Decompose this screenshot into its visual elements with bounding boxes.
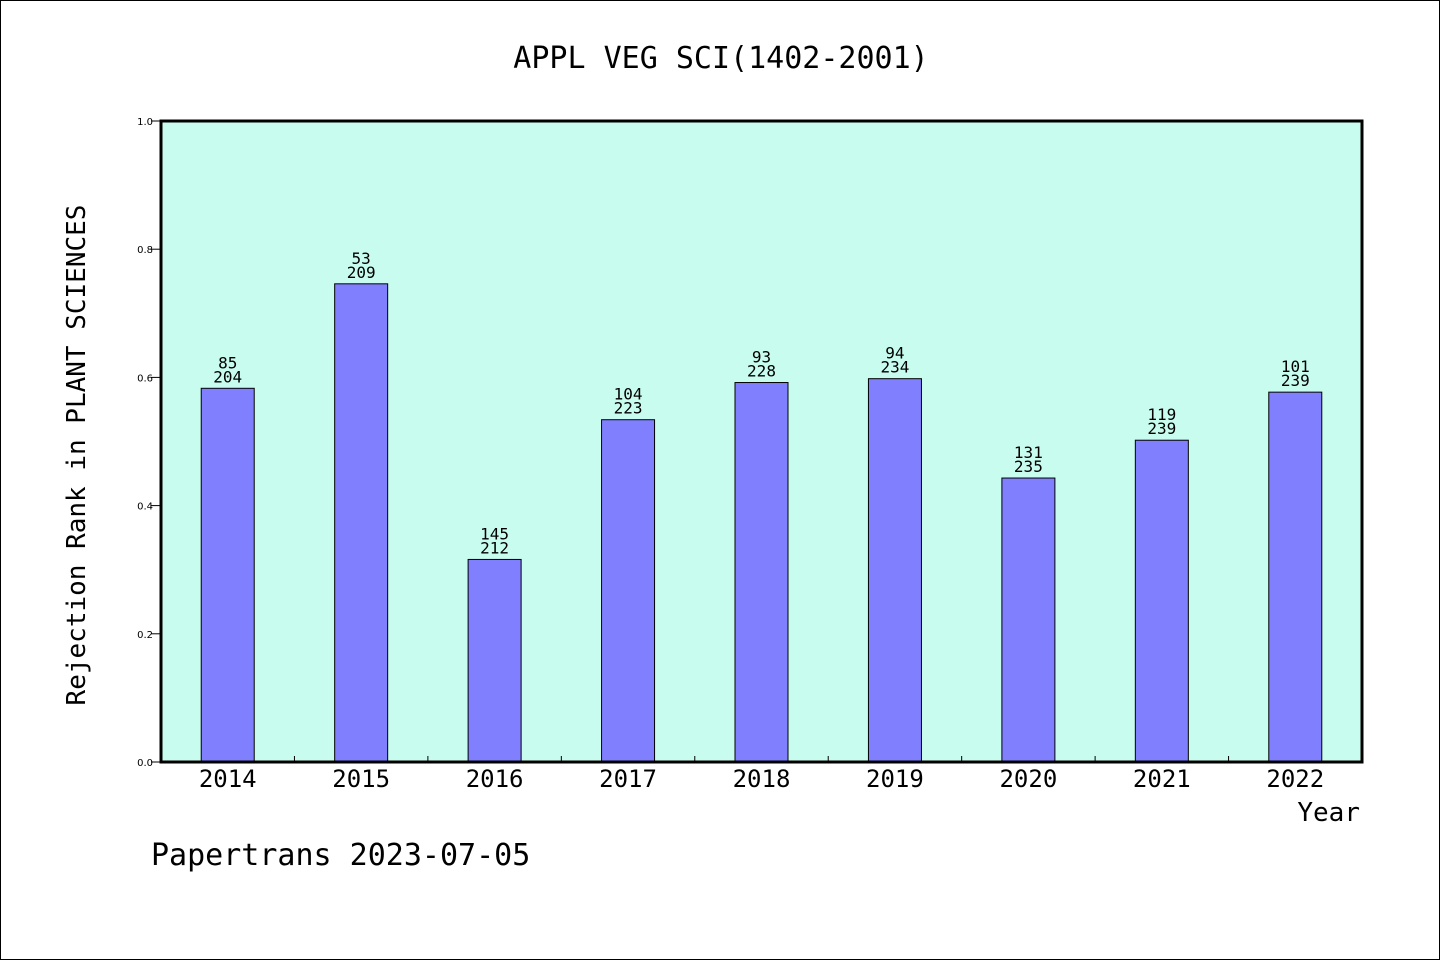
bar-label-top-2014: 85	[218, 353, 237, 372]
bar-2018	[734, 382, 789, 763]
bar-label-bottom-2016: 212	[480, 538, 509, 557]
bar-2015	[334, 283, 389, 763]
x-tick-label: 2014	[199, 765, 257, 793]
bar-label-top-2019: 94	[885, 344, 904, 363]
bar-label-bottom-2020: 235	[1014, 457, 1043, 476]
y-axis-label: Rejection Rank in PLANT SCIENCES	[62, 205, 92, 706]
x-tick-label: 2016	[466, 765, 524, 793]
y-tick-label: 0.6	[137, 373, 153, 384]
bar-label-top-2022: 101	[1281, 357, 1310, 376]
x-tick-label: 2017	[599, 765, 657, 793]
chart-title: APPL VEG SCI(1402-2001)	[513, 41, 928, 76]
bar-label-top-2015: 53	[352, 249, 371, 268]
bar-2020	[1001, 477, 1056, 763]
x-tick-label: 2015	[332, 765, 390, 793]
bar-label-bottom-2015: 209	[347, 263, 376, 282]
bar-label-bottom-2021: 239	[1147, 419, 1176, 438]
bar-2019	[867, 378, 922, 763]
x-tick-label: 2021	[1133, 765, 1191, 793]
bar-label-top-2016: 145	[480, 524, 509, 543]
y-tick-label: 0.4	[137, 502, 153, 513]
bar-label-bottom-2018: 228	[747, 362, 776, 381]
footer-credit: Papertrans 2023-07-05	[151, 838, 530, 873]
y-tick-label: 1.0	[137, 117, 153, 128]
plot-border	[159, 119, 1364, 764]
x-axis: 2014 2015 2016 2017 2018 2019 2020 2021 2022	[199, 756, 1324, 793]
bar-label-top-2021: 119	[1147, 405, 1176, 424]
bar-label-bottom-2019: 234	[880, 358, 909, 377]
bar-label-bottom-2022: 239	[1281, 371, 1310, 390]
x-tick-label: 2018	[733, 765, 791, 793]
y-tick-label: 0.0	[137, 758, 153, 769]
x-tick-label: 2019	[866, 765, 924, 793]
y-axis: 0.0 0.2 0.4 0.6 0.8 1.0	[137, 117, 161, 769]
y-tick-label: 0.8	[137, 245, 153, 256]
bar-2014	[200, 387, 255, 763]
bar-2021	[1134, 439, 1189, 763]
x-tick-label: 2020	[999, 765, 1057, 793]
bar-2017	[601, 419, 656, 763]
bar-label-bottom-2014: 204	[213, 367, 242, 386]
bar-label-top-2017: 104	[614, 385, 643, 404]
x-tick-label: 2022	[1266, 765, 1324, 793]
bar-2022	[1268, 391, 1323, 763]
y-tick-label: 0.2	[137, 630, 153, 641]
bar-2016	[467, 558, 522, 763]
bar-label-top-2020: 131	[1014, 443, 1043, 462]
bar-label-bottom-2017: 223	[614, 399, 643, 418]
bar-label-top-2018: 93	[752, 348, 771, 367]
x-axis-label: Year	[1297, 798, 1360, 828]
